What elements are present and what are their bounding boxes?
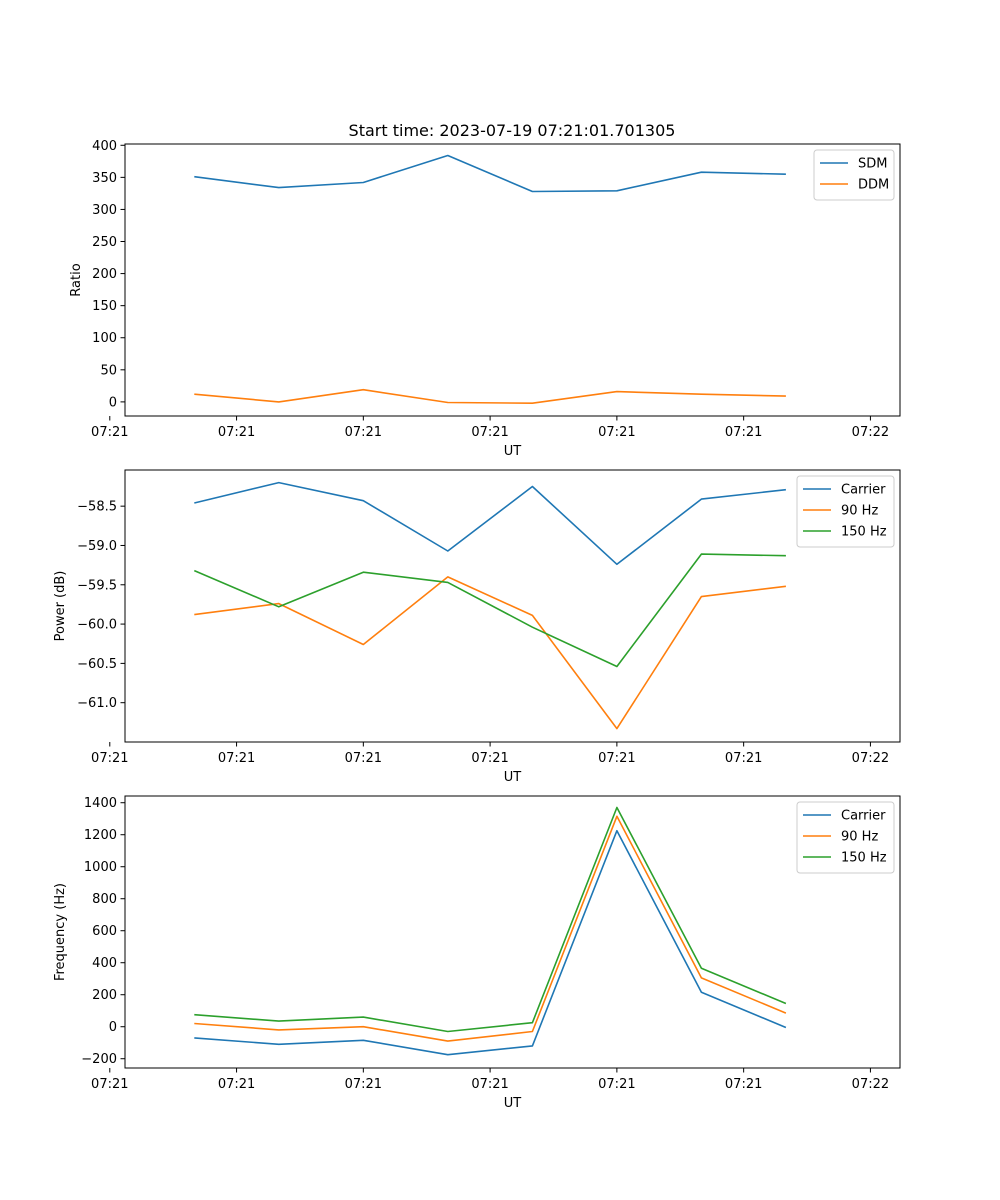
legend-label: Carrier [841, 483, 886, 498]
legend-box [796, 475, 895, 548]
legend-label: SDM [858, 157, 887, 172]
y-axis-label: Power (dB) [53, 571, 68, 642]
y-tick-label: 0 [109, 1020, 117, 1035]
legend: SDM DDM [813, 149, 895, 201]
y-tick-label: 0 [109, 395, 117, 410]
y-tick-label: −61.0 [77, 696, 117, 711]
series-line-90-hz [194, 576, 786, 730]
axes-frame [124, 143, 901, 417]
y-tick-label: −59.5 [77, 578, 117, 593]
y-tick-label: 1000 [84, 860, 117, 875]
x-tick-label: 07:22 [852, 425, 889, 440]
subplot-3: 07:21 07:21 07:21 07:21 07:21 07:21 07:22 −200 0… [53, 795, 901, 1111]
x-tick-label: 07:21 [345, 425, 382, 440]
y-tick-label: 1200 [84, 828, 117, 843]
x-tick-label: 07:21 [471, 751, 508, 766]
legend-box [796, 801, 895, 874]
subplot-1: 07:21 07:21 07:21 07:21 07:21 07:21 07:22 0 50 10… [69, 139, 901, 459]
y-tick-label: 250 [92, 235, 117, 250]
x-tick-label: 07:21 [91, 751, 128, 766]
x-tick-label: 07:21 [725, 751, 762, 766]
y-tick-label: 300 [92, 203, 117, 218]
series-line-90-hz [194, 815, 787, 1042]
axes-frame [124, 795, 901, 1069]
legend-label: 150 Hz [841, 525, 887, 540]
x-tick-label: 07:21 [91, 425, 128, 440]
subplot-2: 07:21 07:21 07:21 07:21 07:21 07:21 07:22 −58.5… [53, 469, 901, 785]
series-line-150-hz [193, 553, 786, 668]
x-tick-label: 07:21 [91, 1077, 128, 1092]
series-line-150-hz [194, 806, 787, 1033]
y-tick-label: 600 [92, 924, 117, 939]
legend: Carrier 90 Hz 150 Hz [796, 801, 895, 874]
y-tick-label: 150 [92, 299, 117, 314]
x-tick-label: 07:21 [218, 1077, 255, 1092]
x-axis-label: UT [504, 444, 522, 459]
y-tick-label: 350 [92, 171, 117, 186]
y-axis-label: Ratio [69, 263, 84, 296]
x-tick-label: 07:21 [345, 1077, 382, 1092]
x-tick-label: 07:21 [725, 425, 762, 440]
x-tick-label: 07:21 [471, 1077, 508, 1092]
y-tick-label: −59.0 [77, 539, 117, 554]
x-tick-label: 07:21 [598, 1077, 635, 1092]
y-tick-label: 400 [92, 139, 117, 154]
x-tick-label: 07:22 [852, 1077, 889, 1092]
legend-label: 90 Hz [841, 830, 878, 845]
y-tick-label: 800 [92, 892, 117, 907]
y-tick-label: 100 [92, 331, 117, 346]
legend-label: 90 Hz [841, 504, 878, 519]
x-tick-label: 07:21 [471, 425, 508, 440]
series-line-carrier [194, 829, 787, 1056]
y-tick-label: 50 [100, 363, 117, 378]
x-tick-label: 07:21 [218, 751, 255, 766]
x-tick-label: 07:21 [598, 425, 635, 440]
series-line-carrier [194, 481, 786, 566]
legend-label: 150 Hz [841, 851, 887, 866]
y-tick-label: −60.0 [77, 618, 117, 633]
series-line-ddm [194, 388, 786, 405]
x-axis-label: UT [504, 1096, 522, 1111]
y-tick-label: 1400 [84, 796, 117, 811]
y-tick-label: −60.5 [77, 657, 117, 672]
y-tick-label: −200 [81, 1052, 117, 1067]
y-tick-label: 200 [92, 267, 117, 282]
legend-label: Carrier [841, 809, 886, 824]
legend: Carrier 90 Hz 150 Hz [796, 475, 895, 548]
axes-frame [124, 469, 901, 743]
x-tick-label: 07:21 [345, 751, 382, 766]
x-tick-label: 07:21 [725, 1077, 762, 1092]
chart-title: Start time: 2023-07-19 07:21:01.701305 [349, 121, 676, 140]
x-tick-label: 07:21 [218, 425, 255, 440]
series-line-sdm [194, 154, 786, 193]
legend-label: DDM [858, 178, 889, 193]
y-tick-label: 200 [92, 988, 117, 1003]
y-tick-label: −58.5 [77, 500, 117, 515]
x-tick-label: 07:21 [598, 751, 635, 766]
x-axis-label: UT [504, 770, 522, 785]
y-tick-label: 400 [92, 956, 117, 971]
y-axis-label: Frequency (Hz) [53, 883, 68, 981]
x-tick-label: 07:22 [852, 751, 889, 766]
